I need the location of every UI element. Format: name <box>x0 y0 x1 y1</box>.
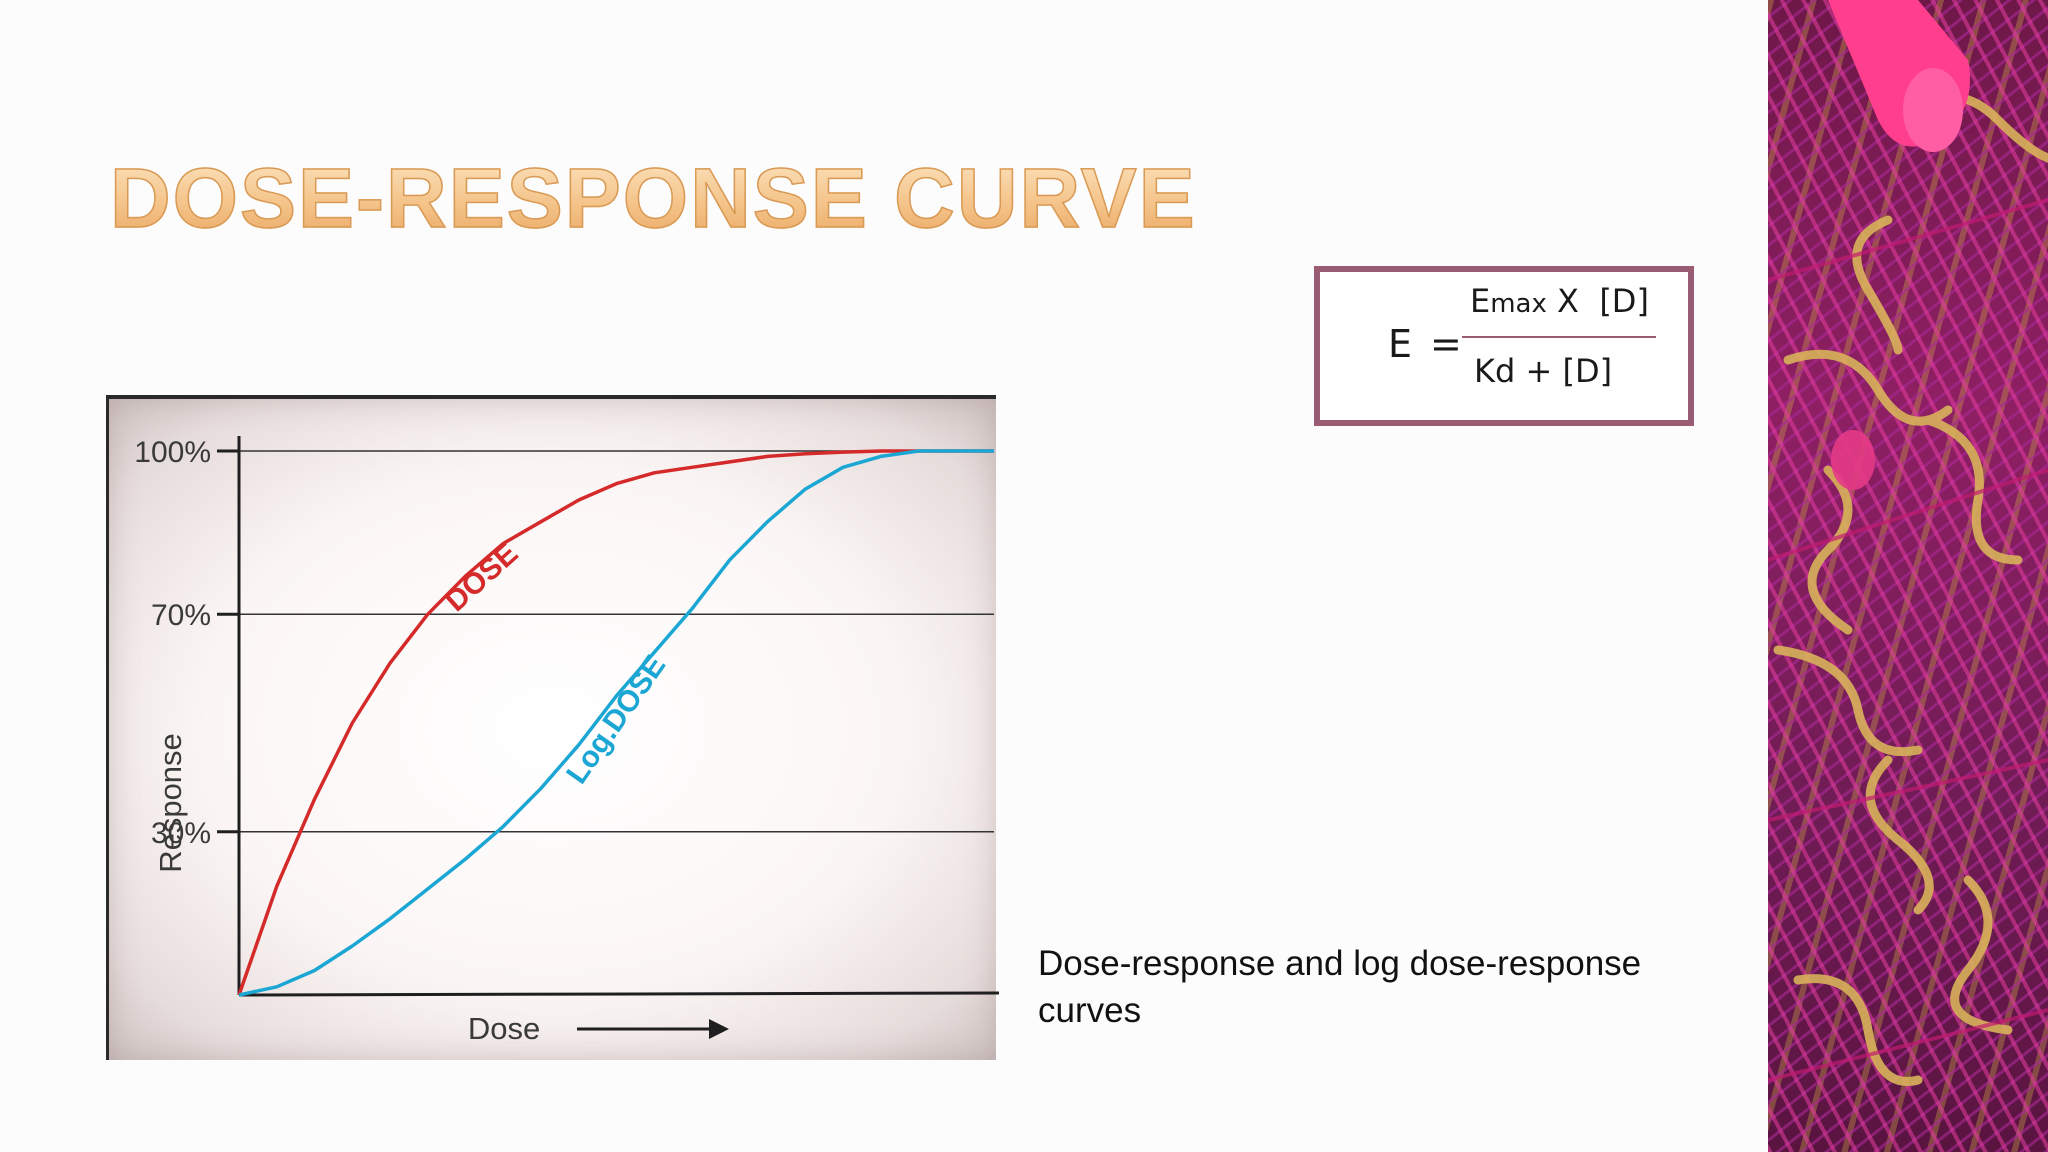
emax-formula-box: E = Emax X [D] Kd + [D] <box>1314 266 1694 426</box>
formula-numerator-e: E <box>1470 282 1491 320</box>
axes <box>217 436 999 1039</box>
chart-canvas: 30% 70% 100% Response Dose DOSE Log.DOSE <box>134 436 999 1046</box>
formula-equals: = <box>1430 322 1462 366</box>
formula-numerator-rest: X [D] <box>1546 282 1649 320</box>
formula-lhs: E <box>1388 322 1413 366</box>
series-line-dose <box>237 449 994 996</box>
y-axis-label: Response <box>153 733 188 873</box>
chart-caption: Dose-response and log dose-response curv… <box>1038 944 1642 1030</box>
series-lines <box>237 449 994 997</box>
y-tick-label: 30% <box>151 817 211 850</box>
formula-numerator-sub: max <box>1490 289 1547 319</box>
slide-title: DOSE-RESPONSE CURVE <box>109 150 1197 246</box>
x-axis <box>238 991 999 997</box>
formula-denominator: Kd + [D] <box>1474 352 1613 390</box>
x-axis-arrow-head <box>709 1019 729 1039</box>
gridlines <box>239 450 994 833</box>
party-horn-shape <box>1828 0 1970 490</box>
formula-numerator: Emax X [D] <box>1470 282 1649 320</box>
formula-fraction-bar <box>1462 336 1656 338</box>
party-streamers-image <box>1768 0 2048 1152</box>
x-axis-label: Dose <box>468 1011 540 1046</box>
dose-response-chart: 30% 70% 100% Response Dose DOSE Log.DOSE <box>106 395 999 1060</box>
chart-labels: 30% 70% 100% Response Dose DOSE Log.DOSE <box>134 436 672 1046</box>
streamers-decoration <box>1768 0 2048 1086</box>
series-label: DOSE <box>439 537 524 618</box>
y-tick-label: 100% <box>134 436 211 469</box>
series-label: Log.DOSE <box>560 649 672 789</box>
series-line-log-dose <box>238 449 994 997</box>
y-tick-label: 70% <box>151 599 211 632</box>
